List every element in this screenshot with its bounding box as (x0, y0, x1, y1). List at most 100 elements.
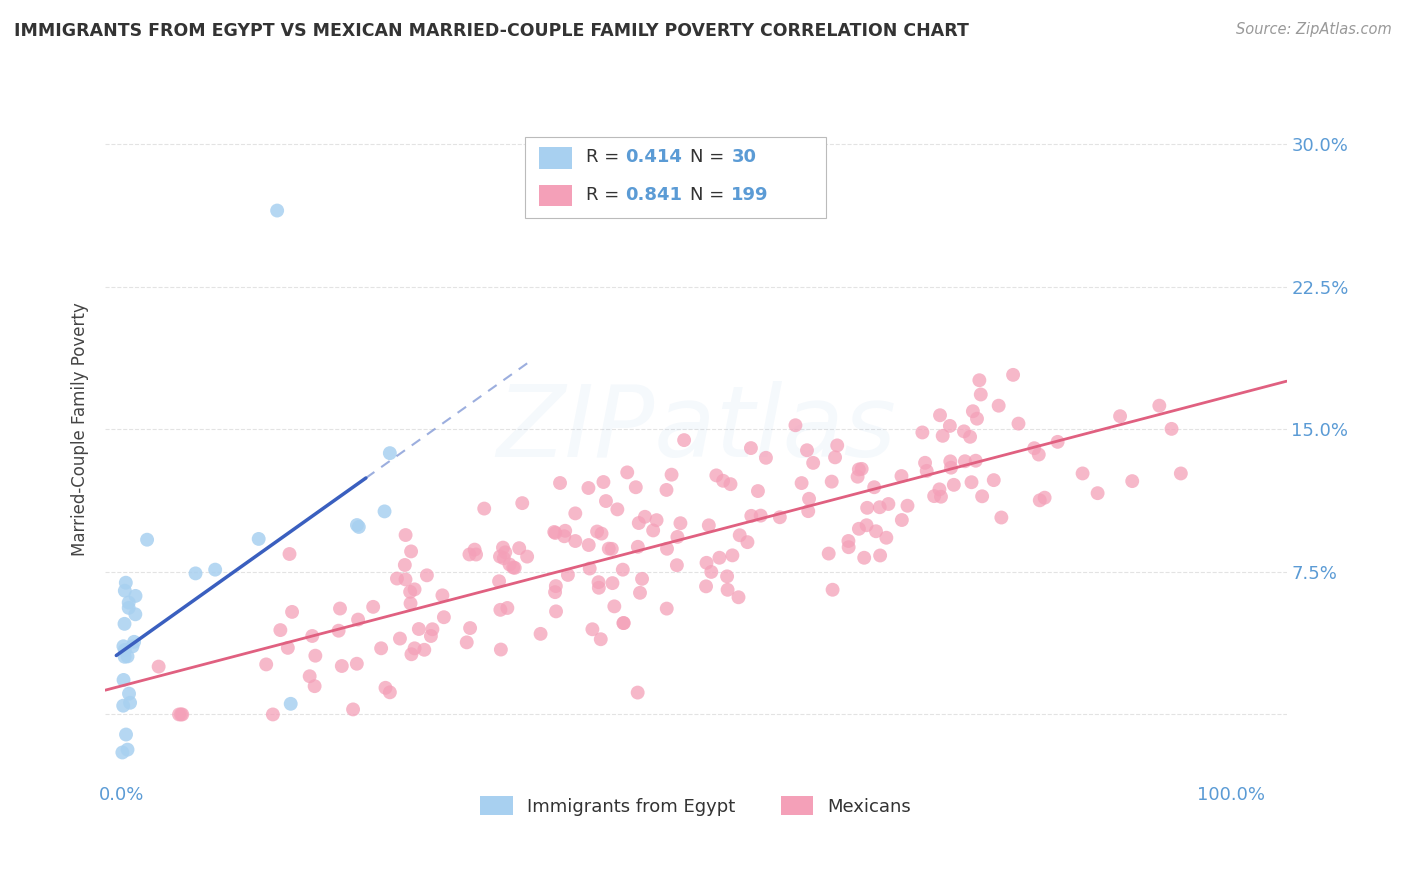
Point (869, 500, 891, 515)
Point (669, 516, 692, 531)
Point (557, 568, 579, 582)
Point (124, 607, 146, 622)
Point (278, 547, 301, 561)
Point (666, 530, 689, 544)
Point (578, 538, 600, 552)
Point (740, 508, 762, 523)
Point (1160, 422, 1182, 436)
Point (856, 500, 879, 515)
FancyBboxPatch shape (524, 137, 825, 219)
Point (740, 441, 762, 455)
Point (118, 687, 141, 701)
Point (595, 494, 617, 508)
Point (374, 681, 396, 695)
Point (606, 502, 628, 516)
Point (592, 475, 614, 489)
Point (645, 513, 668, 527)
Point (661, 467, 683, 482)
Point (388, 632, 411, 646)
Text: N =: N = (690, 186, 730, 204)
Point (1007, 417, 1029, 431)
Point (347, 613, 370, 627)
Point (821, 582, 844, 597)
Point (124, 589, 146, 603)
Point (853, 550, 876, 565)
Point (1028, 448, 1050, 462)
Point (458, 548, 481, 562)
Point (373, 504, 395, 518)
Point (170, 707, 193, 722)
Point (508, 541, 530, 556)
Point (347, 520, 370, 534)
Point (1087, 486, 1109, 500)
Point (643, 524, 665, 538)
Point (655, 601, 678, 615)
Point (554, 524, 576, 538)
Point (266, 203, 288, 218)
Point (378, 685, 401, 699)
Point (399, 585, 422, 599)
Point (112, 640, 135, 654)
FancyBboxPatch shape (538, 147, 572, 169)
Point (394, 558, 416, 572)
Text: 0.841: 0.841 (626, 186, 682, 204)
Point (990, 510, 1012, 524)
Point (628, 586, 651, 600)
Point (254, 657, 277, 672)
Point (544, 585, 567, 599)
Point (704, 468, 727, 483)
Point (931, 429, 953, 443)
Point (121, 640, 143, 654)
Point (797, 491, 820, 506)
Point (280, 697, 302, 711)
Point (433, 610, 456, 624)
Point (456, 635, 478, 649)
Point (458, 621, 481, 635)
Point (329, 601, 352, 615)
Point (972, 489, 994, 503)
Point (489, 603, 512, 617)
Point (942, 478, 965, 492)
Point (801, 456, 824, 470)
Point (422, 622, 444, 636)
Point (877, 497, 900, 511)
Point (578, 561, 600, 575)
Point (385, 572, 408, 586)
Point (716, 582, 738, 597)
Point (983, 473, 1005, 487)
Point (755, 450, 778, 465)
Point (114, 575, 136, 590)
Point (416, 568, 439, 582)
Point (304, 648, 326, 663)
Point (890, 469, 912, 483)
Point (399, 544, 422, 558)
Point (489, 549, 512, 564)
Point (727, 591, 749, 605)
Point (922, 489, 945, 503)
Text: R =: R = (586, 186, 626, 204)
Point (939, 418, 962, 433)
Point (346, 657, 368, 671)
Point (404, 582, 426, 597)
Point (939, 460, 962, 475)
Point (1033, 491, 1056, 505)
Point (298, 669, 321, 683)
Point (869, 549, 891, 563)
Point (720, 477, 742, 491)
Point (184, 566, 207, 581)
Point (987, 399, 1010, 413)
Point (342, 702, 364, 716)
Point (969, 373, 991, 387)
Point (953, 454, 976, 468)
Point (111, 746, 134, 760)
Point (824, 450, 846, 465)
Point (112, 673, 135, 687)
Point (1071, 467, 1094, 481)
Point (114, 616, 136, 631)
Point (494, 545, 516, 559)
Point (851, 462, 873, 476)
Point (603, 599, 626, 614)
Point (821, 475, 844, 489)
Point (785, 418, 807, 433)
Point (598, 541, 620, 556)
